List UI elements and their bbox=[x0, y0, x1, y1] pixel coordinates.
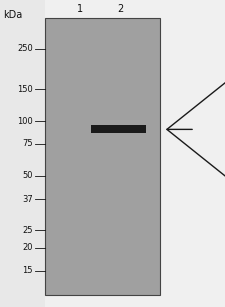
Text: 15: 15 bbox=[22, 266, 33, 275]
Text: 50: 50 bbox=[22, 171, 33, 180]
Text: 100: 100 bbox=[17, 117, 33, 126]
Text: kDa: kDa bbox=[3, 10, 22, 20]
Bar bbox=[160, 0, 225, 307]
Text: 75: 75 bbox=[22, 139, 33, 148]
Text: 25: 25 bbox=[22, 226, 33, 235]
Bar bbox=[45, 18, 160, 295]
Text: 150: 150 bbox=[17, 85, 33, 94]
Text: 20: 20 bbox=[22, 243, 33, 252]
Bar bbox=[90, 125, 146, 133]
Text: 37: 37 bbox=[22, 195, 33, 204]
Text: 2: 2 bbox=[117, 4, 123, 14]
Text: 1: 1 bbox=[77, 4, 83, 14]
Text: 250: 250 bbox=[17, 45, 33, 53]
Bar bbox=[0, 0, 45, 307]
